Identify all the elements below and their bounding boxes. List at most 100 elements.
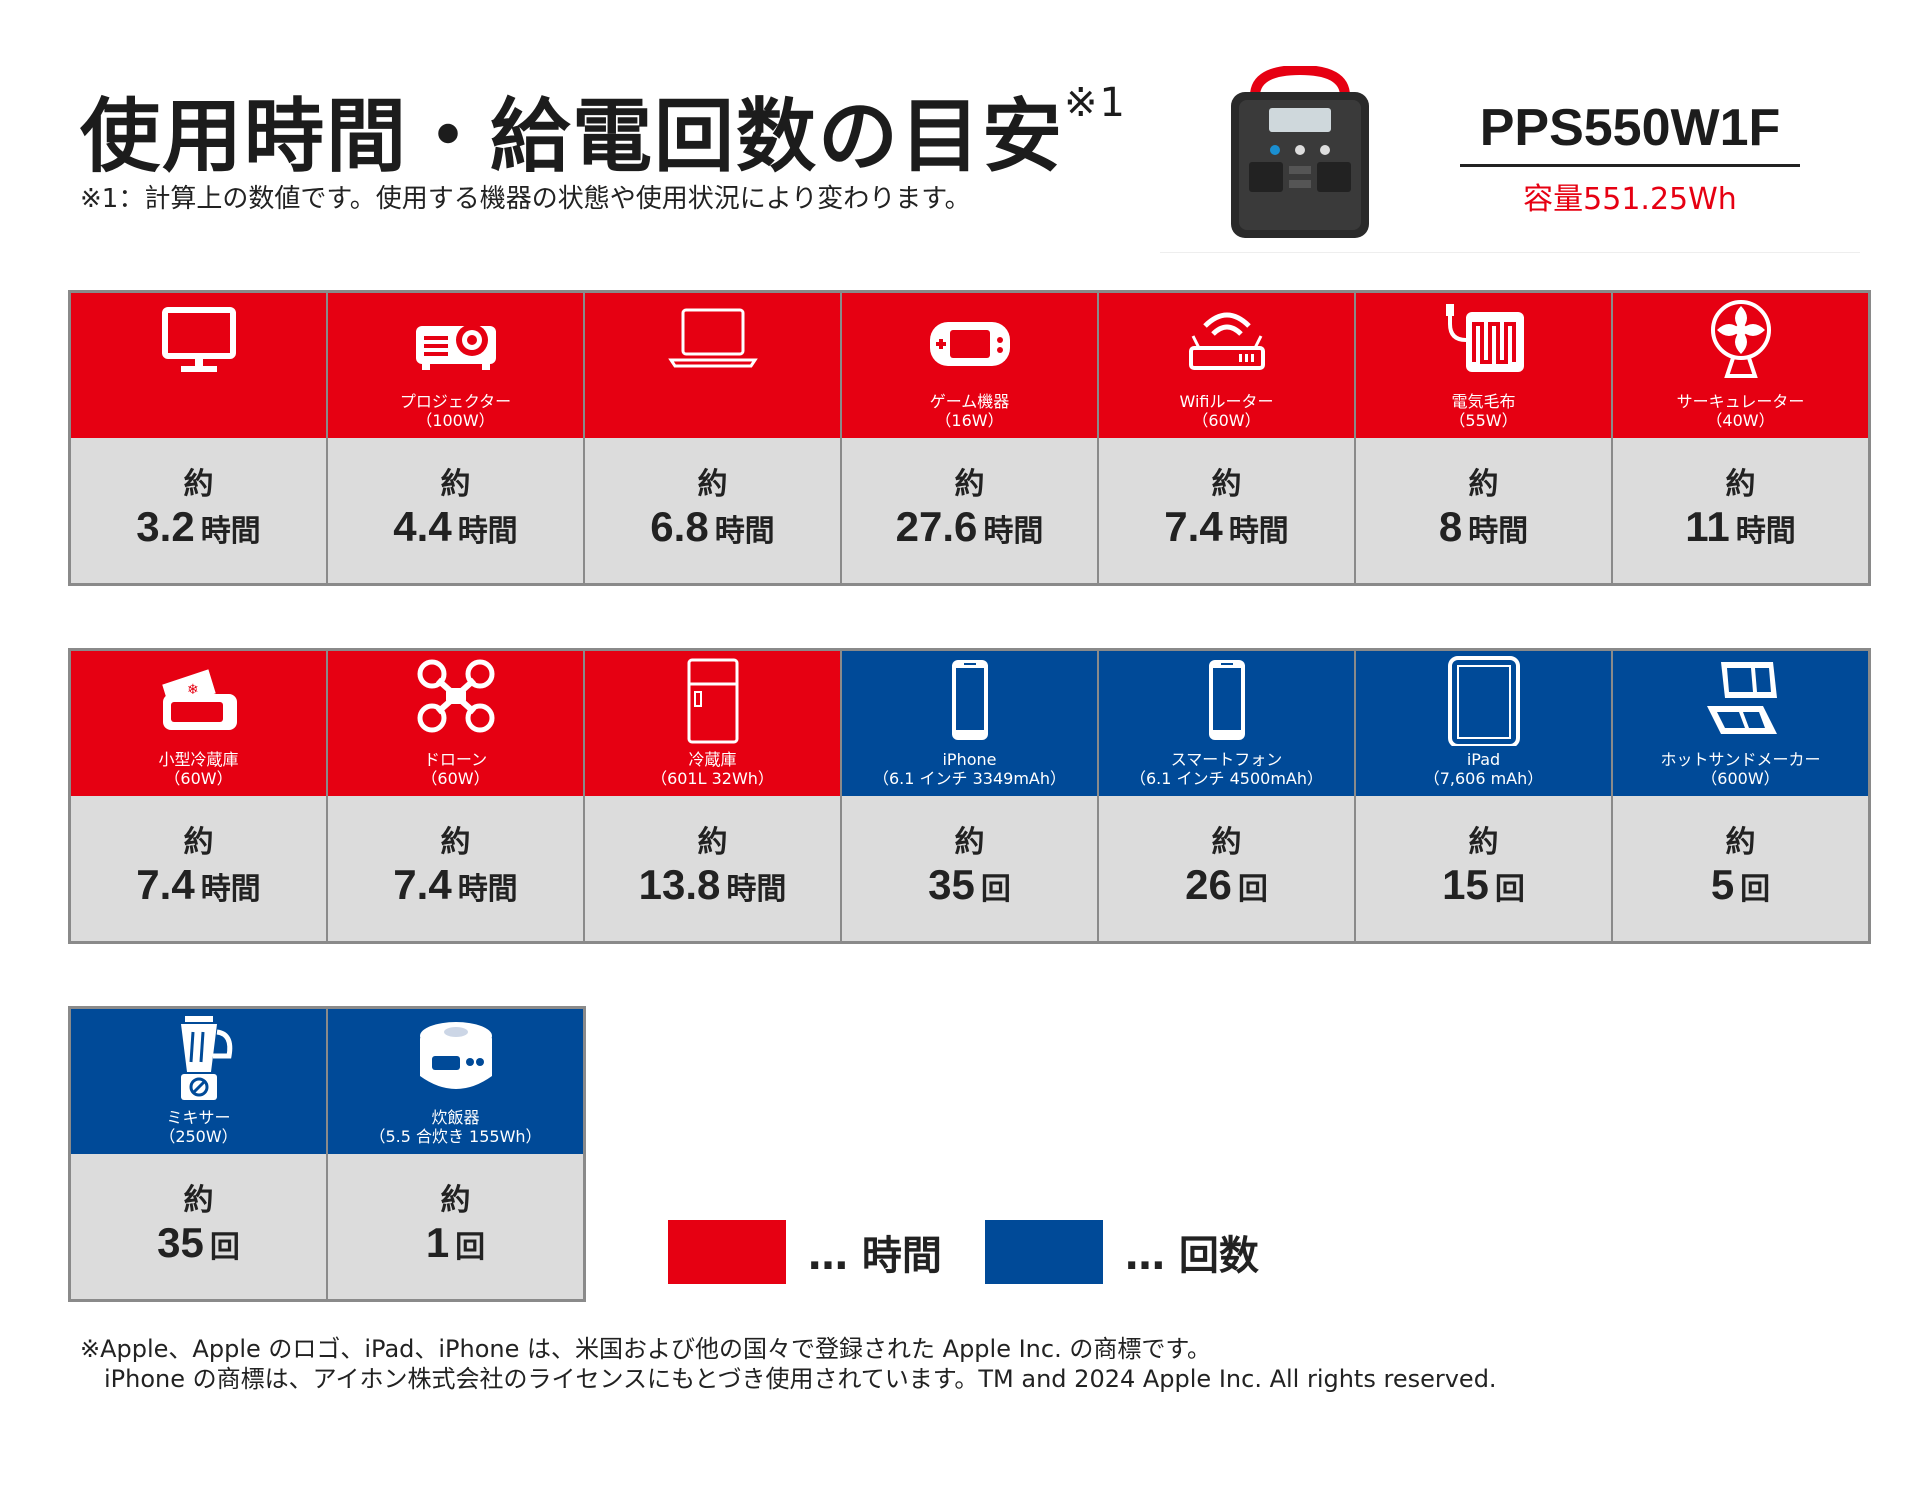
value-number: 35	[928, 861, 975, 908]
device-header: プロジェクター （100W）	[328, 293, 583, 438]
device-card: 電気毛布 （55W） 約 8 時間	[1356, 293, 1611, 583]
device-value: 約 13.8 時間	[585, 796, 840, 941]
value-unit: 回	[1494, 872, 1525, 907]
device-header: ミキサー （250W）	[71, 1009, 326, 1154]
svg-text:❄: ❄	[187, 682, 199, 698]
value-unit: 時間	[457, 514, 518, 549]
value-line: 7.4 時間	[1164, 504, 1288, 555]
device-header: iPhone （6.1 インチ 3349mAh）	[842, 651, 1097, 796]
approx-label: 約	[954, 825, 985, 860]
value-line: 4.4 時間	[393, 504, 517, 555]
value-unit: 時間	[200, 514, 261, 549]
value-number: 3.2	[136, 503, 195, 550]
value-line: 11 時間	[1685, 504, 1795, 555]
device-card: 約 3.2 時間	[71, 293, 326, 583]
device-card: iPad （7,606 mAh） 約 15 回	[1356, 651, 1611, 941]
refrigerator-icon	[687, 658, 738, 744]
monitor-icon	[161, 307, 236, 372]
value-number: 5	[1710, 861, 1735, 908]
approx-label: 約	[1468, 825, 1499, 860]
device-card: 炊飯器 （5.5 合炊き 155Wh） 約 1 回	[328, 1009, 583, 1299]
value-unit: 時間	[457, 872, 518, 907]
value-unit: 回	[1237, 872, 1268, 907]
device-value: 約 35 回	[71, 1154, 326, 1299]
device-value: 約 35 回	[842, 796, 1097, 941]
wifi-router-icon	[1188, 312, 1265, 370]
device-label: プロジェクター （100W）	[399, 392, 512, 430]
device-value: 約 6.8 時間	[585, 438, 840, 583]
hot-sandwich-maker-icon	[1706, 662, 1777, 734]
value-number: 8	[1438, 503, 1463, 550]
device-table-row-1: 約 3.2 時間 プロジェクター （100W）約 4.4 時間約 6.8 時間 ゲーム機器 （1…	[68, 290, 1871, 586]
value-number: 6.8	[650, 503, 709, 550]
device-card: ホットサンドメーカー （600W） 約 5 回	[1613, 651, 1868, 941]
device-card: 冷蔵庫 （601L 32Wh） 約 13.8 時間	[585, 651, 840, 941]
value-line: 3.2 時間	[136, 504, 260, 555]
value-line: 35 回	[928, 862, 1011, 913]
device-header: 冷蔵庫 （601L 32Wh）	[585, 651, 840, 796]
device-header: スマートフォン （6.1 インチ 4500mAh）	[1099, 651, 1354, 796]
approx-label: 約	[1211, 467, 1242, 502]
device-card: ドローン （60W） 約 7.4 時間	[328, 651, 583, 941]
ipad-icon	[1447, 656, 1520, 746]
model-name: PPS550W1F	[1460, 98, 1800, 167]
device-card: サーキュレーター （40W） 約 11 時間	[1613, 293, 1868, 583]
approx-label: 約	[1468, 467, 1499, 502]
device-card: スマートフォン （6.1 インチ 4500mAh） 約 26 回	[1099, 651, 1354, 941]
device-header: Wifiルーター （60W）	[1099, 293, 1354, 438]
value-number: 7.4	[1164, 503, 1223, 550]
device-label: スマートフォン （6.1 インチ 4500mAh）	[1129, 750, 1323, 788]
approx-label: 約	[954, 467, 985, 502]
device-header: ❄ 小型冷蔵庫 （60W）	[71, 651, 326, 796]
device-table-row-3: ミキサー （250W）約 35 回炊飯器 （5.5 合炊き 155Wh）約 1 回	[68, 1006, 586, 1302]
device-label: iPhone （6.1 インチ 3349mAh）	[872, 750, 1066, 788]
device-value: 約 15 回	[1356, 796, 1611, 941]
drone-icon	[417, 659, 494, 733]
device-card: プロジェクター （100W） 約 4.4 時間	[328, 293, 583, 583]
device-value: 約 3.2 時間	[71, 438, 326, 583]
value-number: 7.4	[136, 861, 195, 908]
legend-time-label: … 時間	[808, 1233, 942, 1279]
value-unit: 回	[980, 872, 1011, 907]
iphone-icon	[951, 660, 988, 740]
device-label: 小型冷蔵庫 （60W）	[158, 750, 239, 788]
value-line: 27.6 時間	[896, 504, 1044, 555]
page-title: 使用時間・給電回数の目安※1	[80, 80, 1127, 183]
device-card: ゲーム機器 （16W） 約 27.6 時間	[842, 293, 1097, 583]
device-header: ドローン （60W）	[328, 651, 583, 796]
value-number: 15	[1442, 861, 1489, 908]
device-header: 電気毛布 （55W）	[1356, 293, 1611, 438]
approx-label: 約	[1211, 825, 1242, 860]
value-unit: 時間	[714, 514, 775, 549]
header-divider	[1160, 252, 1860, 253]
device-value: 約 4.4 時間	[328, 438, 583, 583]
device-label: 電気毛布 （55W）	[1449, 392, 1518, 430]
value-number: 7.4	[393, 861, 452, 908]
value-unit: 時間	[983, 514, 1044, 549]
value-unit: 時間	[200, 872, 261, 907]
rice-cooker-icon	[419, 1022, 492, 1089]
value-number: 1	[425, 1219, 450, 1266]
value-line: 7.4 時間	[136, 862, 260, 913]
device-header: サーキュレーター （40W）	[1613, 293, 1868, 438]
capacity: 容量551.25Wh	[1523, 182, 1737, 217]
device-value: 約 7.4 時間	[1099, 438, 1354, 583]
device-label: ホットサンドメーカー （600W）	[1660, 750, 1821, 788]
approx-label: 約	[1725, 825, 1756, 860]
device-card: ミキサー （250W） 約 35 回	[71, 1009, 326, 1299]
approx-label: 約	[440, 825, 471, 860]
device-card: Wifiルーター （60W） 約 7.4 時間	[1099, 293, 1354, 583]
value-line: 7.4 時間	[393, 862, 517, 913]
laptop-icon	[667, 308, 758, 368]
value-unit: 時間	[726, 872, 787, 907]
approx-label: 約	[183, 1183, 214, 1218]
value-unit: 回	[209, 1230, 240, 1265]
electric-blanket-icon	[1445, 304, 1524, 372]
device-value: 約 8 時間	[1356, 438, 1611, 583]
value-line: 35 回	[157, 1220, 240, 1271]
value-unit: 時間	[1735, 514, 1796, 549]
